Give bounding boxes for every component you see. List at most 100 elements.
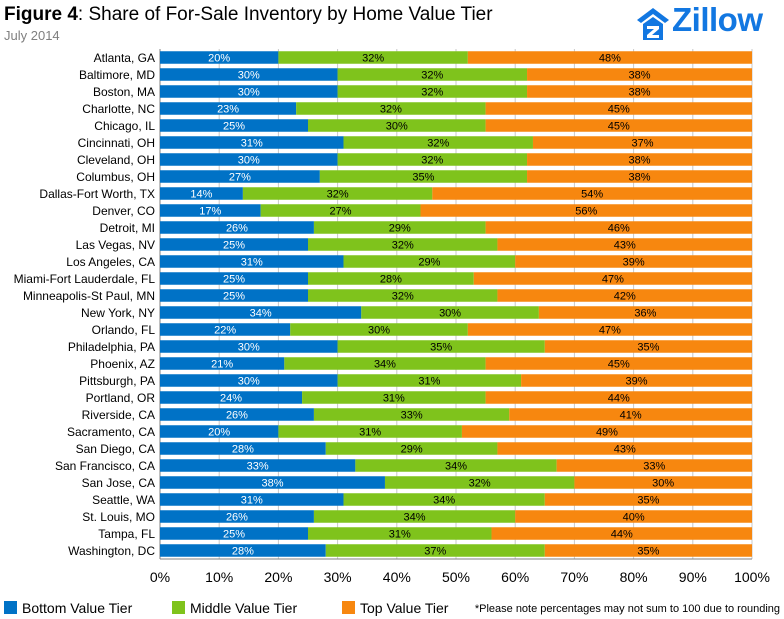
bar-bottom <box>160 544 326 557</box>
bar-bottom <box>160 408 314 421</box>
bar-bottom <box>160 374 338 387</box>
bar-top <box>556 459 752 472</box>
bar-middle <box>337 85 528 98</box>
bar-middle <box>308 272 474 285</box>
bar-bottom <box>160 391 303 404</box>
legend-label-middle: Middle Value Tier <box>190 600 298 616</box>
data-label-top: 36% <box>634 308 656 320</box>
category-label: Minneapolis-St Paul, MN <box>23 289 155 303</box>
bar-top <box>491 527 752 540</box>
category-label: San Jose, CA <box>82 476 155 490</box>
bar-bottom <box>160 476 385 489</box>
chart-subtitle: July 2014 <box>4 28 60 43</box>
bar-top <box>509 408 752 421</box>
category-label: Los Angeles, CA <box>66 255 155 269</box>
category-label: Dallas-Fort Worth, TX <box>39 187 155 201</box>
category-label: Riverside, CA <box>82 408 155 422</box>
bar-middle <box>337 340 545 353</box>
data-label-middle: 32% <box>392 240 414 252</box>
bar-middle <box>337 153 528 166</box>
bar-top <box>544 340 752 353</box>
data-label-bottom: 25% <box>223 274 245 286</box>
data-label-middle: 31% <box>418 376 440 388</box>
category-label: Boston, MA <box>93 85 155 99</box>
data-label-middle: 32% <box>427 138 449 150</box>
bar-bottom <box>160 527 308 540</box>
bar-bottom <box>160 323 291 336</box>
data-label-top: 47% <box>599 325 621 337</box>
data-label-top: 45% <box>608 104 630 116</box>
x-tick-label: 70% <box>560 569 588 585</box>
data-label-top: 38% <box>629 155 651 167</box>
data-label-bottom: 26% <box>226 223 248 235</box>
bar-bottom <box>160 357 285 370</box>
bar-bottom <box>160 153 338 166</box>
data-label-top: 41% <box>620 410 642 422</box>
bar-top <box>544 544 752 557</box>
category-label: Cleveland, OH <box>77 153 155 167</box>
data-label-bottom: 31% <box>241 138 263 150</box>
data-label-top: 35% <box>637 342 659 354</box>
legend-item-middle: Middle Value Tier <box>172 600 297 616</box>
data-label-bottom: 31% <box>241 495 263 507</box>
category-label: Charlotte, NC <box>82 102 155 116</box>
data-label-top: 38% <box>629 70 651 82</box>
data-label-bottom: 24% <box>220 393 242 405</box>
data-label-bottom: 25% <box>223 291 245 303</box>
bar-top <box>521 374 752 387</box>
data-label-top: 35% <box>637 495 659 507</box>
bar-top <box>485 221 752 234</box>
data-label-top: 40% <box>623 512 645 524</box>
bar-middle <box>361 306 539 319</box>
bar-middle <box>355 459 557 472</box>
data-label-middle: 35% <box>430 342 452 354</box>
bar-bottom <box>160 51 279 64</box>
bar-middle <box>325 442 498 455</box>
data-label-top: 42% <box>614 291 636 303</box>
data-label-top: 38% <box>629 172 651 184</box>
category-label: Portland, OR <box>86 391 156 405</box>
data-label-top: 47% <box>602 274 624 286</box>
legend-swatch-middle <box>172 601 185 614</box>
category-label: Philadelphia, PA <box>68 340 155 354</box>
bar-bottom <box>160 510 314 523</box>
data-label-top: 30% <box>652 478 674 490</box>
bar-top <box>515 510 752 523</box>
data-label-bottom: 14% <box>190 189 212 201</box>
category-label: St. Louis, MO <box>82 510 155 524</box>
zillow-logo: Zillow <box>636 1 780 44</box>
data-label-bottom: 26% <box>226 410 248 422</box>
data-label-middle: 37% <box>424 546 446 558</box>
legend-item-top: Top Value Tier <box>342 600 448 616</box>
bar-middle <box>308 527 492 540</box>
category-label: Miami-Fort Lauderdale, FL <box>14 272 156 286</box>
data-label-middle: 29% <box>389 223 411 235</box>
bar-middle <box>343 136 533 149</box>
legend-item-bottom: Bottom Value Tier <box>4 600 132 616</box>
bar-middle <box>325 544 545 557</box>
bar-bottom <box>160 85 338 98</box>
bar-middle <box>308 238 498 251</box>
data-label-bottom: 20% <box>208 427 230 439</box>
bar-middle <box>337 374 522 387</box>
bar-middle <box>308 119 486 132</box>
bar-middle <box>319 170 528 183</box>
data-label-bottom: 30% <box>238 155 260 167</box>
bar-bottom <box>160 102 297 115</box>
category-label: Sacramento, CA <box>67 425 155 439</box>
x-tick-label: 50% <box>442 569 470 585</box>
legend-label-top: Top Value Tier <box>360 600 449 616</box>
figure-label: Figure 4 <box>4 4 78 25</box>
bar-top <box>485 102 752 115</box>
data-label-middle: 28% <box>380 274 402 286</box>
bar-middle <box>284 357 486 370</box>
data-label-middle: 34% <box>433 495 455 507</box>
data-label-top: 46% <box>608 223 630 235</box>
data-label-bottom: 30% <box>238 87 260 99</box>
title-text: : Share of For-Sale Inventory by Home Va… <box>77 4 493 25</box>
data-label-top: 45% <box>608 121 630 133</box>
category-label: Phoenix, AZ <box>90 357 155 371</box>
data-label-top: 43% <box>614 444 636 456</box>
data-label-bottom: 33% <box>247 461 269 473</box>
data-label-middle: 31% <box>383 393 405 405</box>
